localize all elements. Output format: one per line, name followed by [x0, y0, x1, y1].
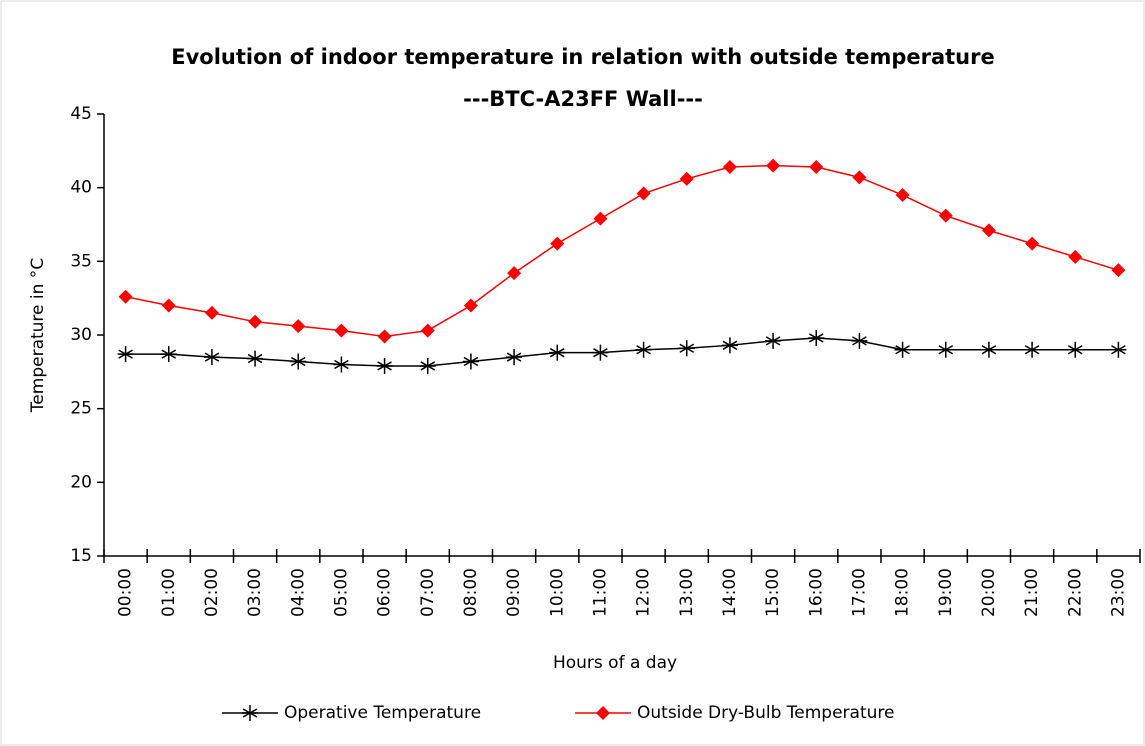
- x-tick-label: 18:00: [893, 568, 913, 617]
- point: [333, 356, 350, 373]
- point: [635, 341, 652, 358]
- point: [290, 353, 307, 370]
- x-tick-label: 01:00: [159, 568, 179, 617]
- point: [506, 349, 523, 366]
- point: [291, 319, 306, 334]
- y-tick-label: 20: [70, 472, 92, 492]
- point: [1111, 263, 1126, 278]
- x-tick-label: 15:00: [763, 568, 783, 617]
- x-tick-label: 14:00: [720, 568, 740, 617]
- x-tick-label: 10:00: [547, 568, 567, 617]
- x-tick-label: 05:00: [331, 568, 351, 617]
- point: [679, 171, 694, 186]
- point: [1024, 341, 1041, 358]
- point: [247, 350, 264, 367]
- point: [981, 223, 996, 238]
- point: [1067, 341, 1084, 358]
- point: [1110, 341, 1127, 358]
- point: [765, 332, 782, 349]
- point: [937, 341, 954, 358]
- x-tick-label: 07:00: [418, 568, 438, 617]
- x-tick-label: 02:00: [202, 568, 222, 617]
- point: [938, 208, 953, 223]
- point: [161, 298, 176, 313]
- point: [721, 337, 738, 354]
- x-tick-label: 08:00: [461, 568, 481, 617]
- x-tick-label: 11:00: [590, 568, 610, 617]
- y-tick-label: 25: [70, 399, 92, 419]
- point: [334, 323, 349, 338]
- series-line: [125, 164, 1119, 338]
- point: [593, 211, 608, 226]
- x-tick-label: 09:00: [504, 568, 524, 617]
- point: [420, 323, 435, 338]
- x-tick-label: 16:00: [806, 568, 826, 617]
- point: [592, 344, 609, 361]
- x-tick-label: 12:00: [634, 568, 654, 617]
- legend-label: Outside Dry-Bulb Temperature: [637, 703, 894, 723]
- point: [462, 353, 479, 370]
- point: [809, 160, 824, 175]
- x-tick-label: 13:00: [677, 568, 697, 617]
- point: [463, 298, 478, 313]
- y-tick-label: 45: [70, 104, 92, 124]
- point: [507, 266, 522, 281]
- point: [160, 346, 177, 363]
- point: [550, 236, 565, 251]
- x-tick-label: 00:00: [116, 568, 136, 617]
- point: [766, 158, 781, 173]
- point: [118, 289, 133, 304]
- x-tick-label: 06:00: [375, 568, 395, 617]
- legend-marker: [242, 705, 258, 721]
- point: [377, 329, 392, 344]
- point: [722, 160, 737, 175]
- x-tick-label: 23:00: [1108, 568, 1128, 617]
- y-axis-label: Temperature in °C: [28, 258, 48, 413]
- point: [248, 314, 263, 329]
- x-axis-label: Hours of a day: [553, 653, 677, 673]
- x-tick-label: 17:00: [849, 568, 869, 617]
- x-tick-label: 21:00: [1022, 568, 1042, 617]
- point: [549, 344, 566, 361]
- x-tick-label: 22:00: [1065, 568, 1085, 617]
- chart-title: Evolution of indoor temperature in relat…: [171, 45, 994, 69]
- y-tick-label: 40: [70, 178, 92, 198]
- x-tick-label: 19:00: [936, 568, 956, 617]
- chart-subtitle: ---BTC-A23FF Wall---: [463, 87, 703, 111]
- point: [895, 188, 910, 203]
- point: [894, 341, 911, 358]
- point: [419, 357, 436, 374]
- point: [852, 170, 867, 185]
- y-tick-label: 30: [70, 325, 92, 345]
- y-tick-label: 35: [70, 251, 92, 271]
- point: [1025, 236, 1040, 251]
- point: [980, 341, 997, 358]
- point: [376, 357, 393, 374]
- point: [203, 349, 220, 366]
- x-tick-label: 03:00: [245, 568, 265, 617]
- point: [204, 305, 219, 320]
- legend-label: Operative Temperature: [284, 703, 481, 723]
- point: [851, 332, 868, 349]
- point: [808, 329, 825, 346]
- point: [636, 186, 651, 201]
- y-tick-label: 15: [70, 546, 92, 566]
- point: [678, 340, 695, 357]
- legend-marker: [596, 706, 610, 720]
- point: [117, 346, 134, 363]
- x-tick-label: 20:00: [979, 568, 999, 617]
- point: [1068, 249, 1083, 264]
- x-tick-label: 04:00: [288, 568, 308, 617]
